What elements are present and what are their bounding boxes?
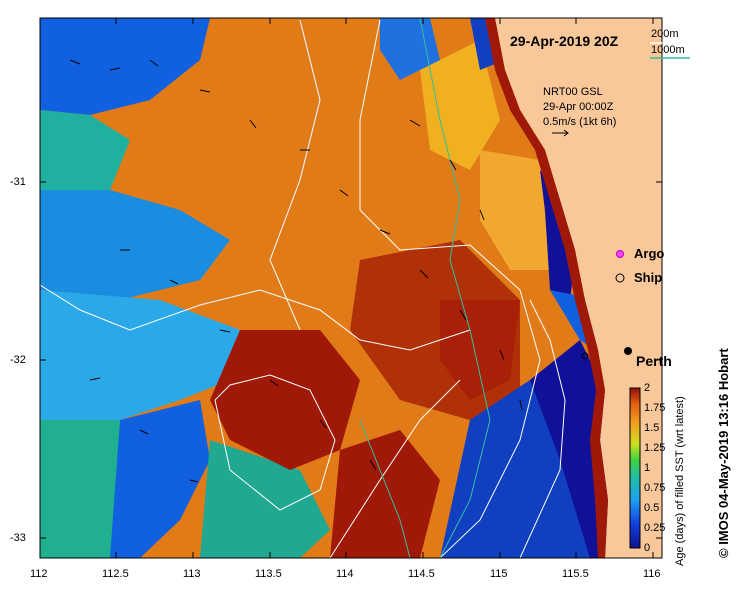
argo-label: Argo (634, 246, 665, 261)
x-tick: 112.5 (102, 568, 129, 580)
current-legend-line3: 0.5m/s (1kt 6h) (543, 116, 617, 128)
x-tick: 113 (183, 568, 201, 580)
ship-position-icon (581, 352, 589, 360)
sst-field (40, 18, 662, 558)
argo-marker-icon (616, 250, 624, 258)
x-tick: 113.5 (255, 568, 282, 580)
current-legend-line2: 29-Apr 00:00Z (543, 101, 614, 113)
x-tick: 114 (336, 568, 354, 580)
x-tick: 116 (643, 568, 661, 580)
plot-frame (39, 17, 663, 559)
colorbar-tick: 2 (644, 382, 651, 394)
perth-marker-icon (624, 347, 632, 355)
colorbar-tick: 0 (644, 542, 651, 554)
ship-marker-icon (615, 273, 625, 283)
x-tick: 112 (30, 568, 48, 580)
colorbar-tick: 0.25 (644, 522, 666, 534)
credit-label: © IMOS 04-May-2019 13:16 Hobart (716, 348, 731, 558)
current-scale-arrow-icon (552, 129, 569, 137)
colorbar-tick: 1.75 (644, 402, 666, 414)
axis-ticks (39, 18, 662, 558)
isobath-200-label: 200m (651, 28, 679, 40)
colorbar (629, 387, 641, 549)
isobath-1000-label: 1000m (651, 44, 685, 56)
colorbar-tick: 1 (644, 462, 651, 474)
colorbar-tick: 1.5 (644, 422, 660, 434)
colorbar-tick: 0.75 (644, 482, 666, 494)
x-tick: 115.5 (562, 568, 589, 580)
x-tick: 114.5 (408, 568, 435, 580)
ship-label: Ship (634, 270, 663, 285)
current-legend-line1: NRT00 GSL (543, 86, 603, 98)
city-label-perth: Perth (636, 353, 672, 369)
colorbar-tick: 1.25 (644, 442, 666, 454)
x-tick: 115 (490, 568, 508, 580)
map-title: 29-Apr-2019 20Z (510, 33, 619, 49)
y-tick: -33 (10, 532, 26, 544)
y-tick: -31 (10, 176, 26, 188)
y-tick: -32 (10, 354, 26, 366)
colorbar-tick: 0.5 (644, 502, 660, 514)
colorbar-label: Age (days) of filled SST (wrt latest) (674, 396, 686, 566)
